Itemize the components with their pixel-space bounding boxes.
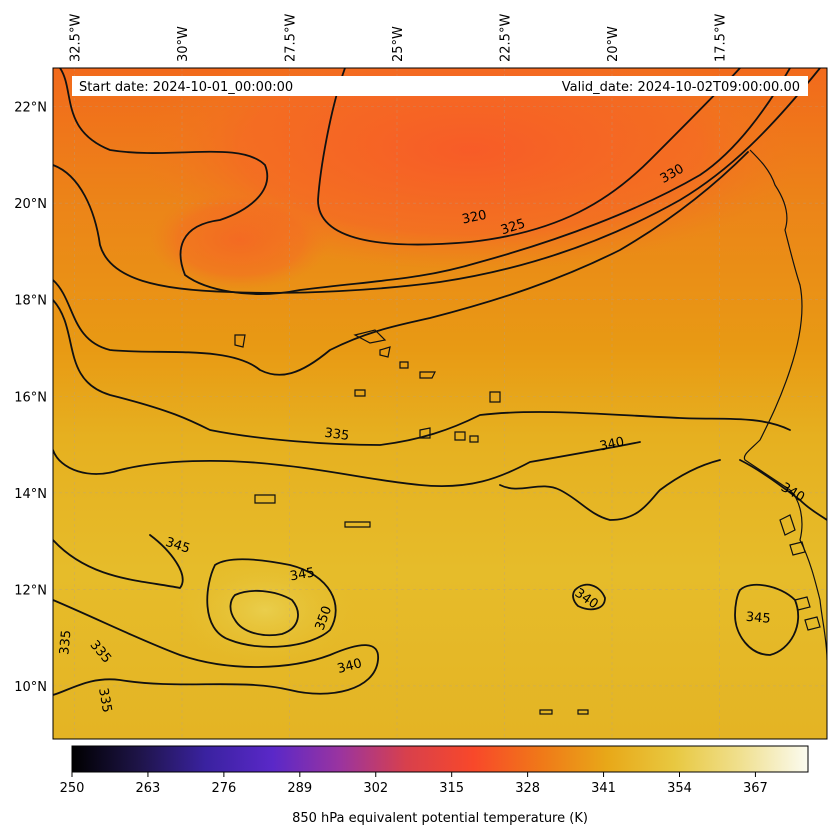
colorbar-tick-label-2: 276 [211, 781, 236, 796]
valid-date-text: Valid_date: 2024-10-02T09:00:00.00 [562, 80, 800, 95]
colorbar-tick-label-7: 341 [591, 781, 616, 796]
date-header: Start date: 2024-10-01_00:00:00 Valid_da… [72, 76, 808, 96]
contour-label-6: 345 [164, 535, 192, 557]
contour-label-3: 335 [323, 426, 350, 444]
colorbar-tick-label-6: 328 [515, 781, 540, 796]
west-africa-coast [743, 149, 827, 661]
lat-label-6: 22°N [14, 101, 47, 116]
contour-330 [53, 151, 749, 376]
contour-340-central [499, 459, 721, 521]
warm-core-west [150, 190, 330, 290]
lat-label-5: 20°N [14, 197, 47, 212]
map-frame [52, 67, 828, 740]
contour-340-east [739, 459, 827, 521]
lon-label-6: 17.5°W [714, 14, 729, 62]
start-date-text: Start date: 2024-10-01_00:00:00 [79, 80, 293, 95]
contour-label-4: 340 [598, 435, 625, 455]
contour-320-west [59, 68, 791, 295]
contour-label-0: 320 [461, 208, 488, 228]
lat-label-3: 16°N [14, 390, 47, 405]
colorbar-tick-label-5: 315 [439, 781, 464, 796]
lat-label-1: 12°N [14, 583, 47, 598]
colorbar-ticks: 250 263 276 289 302 315 328 341 354 367 [60, 772, 768, 796]
lon-label-2: 27.5°W [284, 14, 299, 62]
latitude-labels: 10°N 12°N 14°N 16°N 18°N 20°N 22°N [14, 101, 47, 695]
colorbar-title: 850 hPa equivalent potential temperature… [292, 811, 588, 826]
contour-335 [53, 299, 791, 446]
lon-label-3: 25°W [391, 26, 406, 62]
contour-350-core [229, 589, 299, 637]
colorbar: 250 263 276 289 302 315 328 341 354 367 850 hPa e… [60, 745, 809, 826]
lon-label-1: 30°W [176, 26, 191, 62]
contour-lines [53, 68, 827, 696]
coastlines [234, 149, 827, 715]
contour-345-core [206, 558, 337, 648]
lon-label-5: 20°W [606, 26, 621, 62]
lat-label-0: 10°N [14, 680, 47, 695]
colorbar-tick-label-3: 289 [287, 781, 312, 796]
contour-label-7: 345 [289, 565, 316, 584]
small-islands-south [254, 494, 589, 715]
lat-label-4: 18°N [14, 294, 47, 309]
colorbar-tick-label-1: 263 [136, 781, 161, 796]
colorbar-tick-label-8: 354 [667, 781, 692, 796]
map-area [53, 68, 827, 739]
colorbar-tick-label-0: 250 [60, 781, 85, 796]
lon-label-4: 22.5°W [499, 14, 514, 62]
contour-label-14: 335 [95, 687, 114, 714]
cape-verde-islands [234, 329, 501, 443]
contour-label-9: 340 [336, 656, 364, 677]
lon-label-0: 32.5°W [69, 14, 84, 62]
contour-345-east [734, 583, 800, 656]
bijagos-islands [779, 514, 821, 631]
contour-340 [53, 441, 641, 488]
colorbar-tick-label-9: 367 [743, 781, 768, 796]
contour-label-12: 335 [57, 629, 74, 655]
colorbar-ramp [71, 745, 809, 773]
gridlines [53, 68, 827, 739]
colorbar-tick-label-4: 302 [363, 781, 388, 796]
longitude-labels: 32.5°W 30°W 27.5°W 25°W 22.5°W 20°W 17.5°W [69, 14, 729, 62]
contour-345-west [53, 534, 184, 589]
contour-340-south [53, 599, 379, 696]
date-header-bg [72, 76, 808, 96]
contour-label-1: 325 [499, 216, 527, 238]
contour-320 [317, 68, 741, 246]
contour-label-11: 345 [745, 610, 771, 627]
moist-core-south [175, 555, 355, 665]
contour-340-east-loop [572, 583, 606, 611]
contour-325 [53, 68, 821, 294]
lat-label-2: 14°N [14, 487, 47, 502]
